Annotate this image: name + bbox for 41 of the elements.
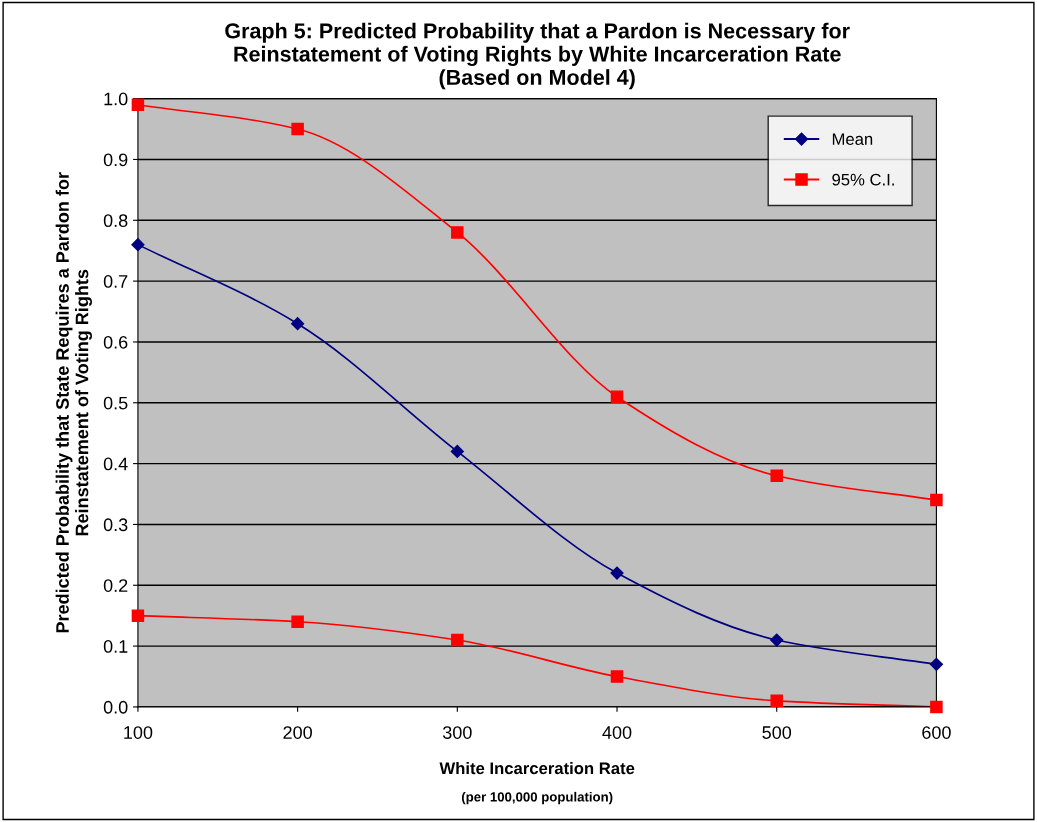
y-tick-label: 0.7 xyxy=(103,275,128,288)
point xyxy=(929,657,943,671)
y-tick-label: 0.9 xyxy=(103,153,128,167)
y-tick-label: 0.4 xyxy=(103,457,128,471)
point xyxy=(930,493,943,507)
point xyxy=(131,609,145,622)
y-tick-label: 0.0 xyxy=(103,700,128,714)
point xyxy=(770,469,783,483)
x-tick-label: 400 xyxy=(602,726,632,739)
point xyxy=(451,633,464,647)
point xyxy=(770,694,783,708)
point xyxy=(451,226,464,239)
x-tick-label: 500 xyxy=(762,726,792,739)
x-tick-label: 100 xyxy=(124,726,153,739)
legend-label: Mean xyxy=(832,133,873,146)
point xyxy=(610,390,624,403)
y-tick-label: 0.5 xyxy=(103,396,128,410)
y-axis-title: Predicted Probability that State Requires a Pardon for Reinstatement of Voting Rights xyxy=(55,172,92,633)
point xyxy=(770,633,784,647)
text: (per 100,000 population) xyxy=(461,791,613,805)
point xyxy=(610,566,624,580)
chart-title: Graph 5: Predicted Probability that a Pardon is Necessary for Reinstatement of Voting Rights by White Incarceration Rate (Based on Model 4) xyxy=(225,22,850,90)
x-tick-label: 300 xyxy=(442,726,472,739)
y-tick-label: 0.2 xyxy=(103,579,128,592)
point xyxy=(450,444,464,459)
point xyxy=(131,98,145,111)
y-tick-label: 0.3 xyxy=(103,518,128,532)
legend-label: 95% C.I. xyxy=(832,173,894,186)
point xyxy=(610,670,624,683)
point xyxy=(291,317,305,331)
y-tick-label: 1.0 xyxy=(104,92,128,106)
point xyxy=(291,122,304,136)
y-tick-label: 0.8 xyxy=(103,214,128,228)
x-axis-title: White Incarceration Rate xyxy=(439,761,635,775)
point xyxy=(930,700,943,714)
point xyxy=(291,615,304,629)
x-tick-label: 600 xyxy=(922,726,951,739)
y-tick-label: 0.6 xyxy=(103,335,128,349)
y-tick-label: 0.1 xyxy=(103,640,128,653)
point xyxy=(131,238,145,252)
x-tick-label: 200 xyxy=(283,726,312,739)
